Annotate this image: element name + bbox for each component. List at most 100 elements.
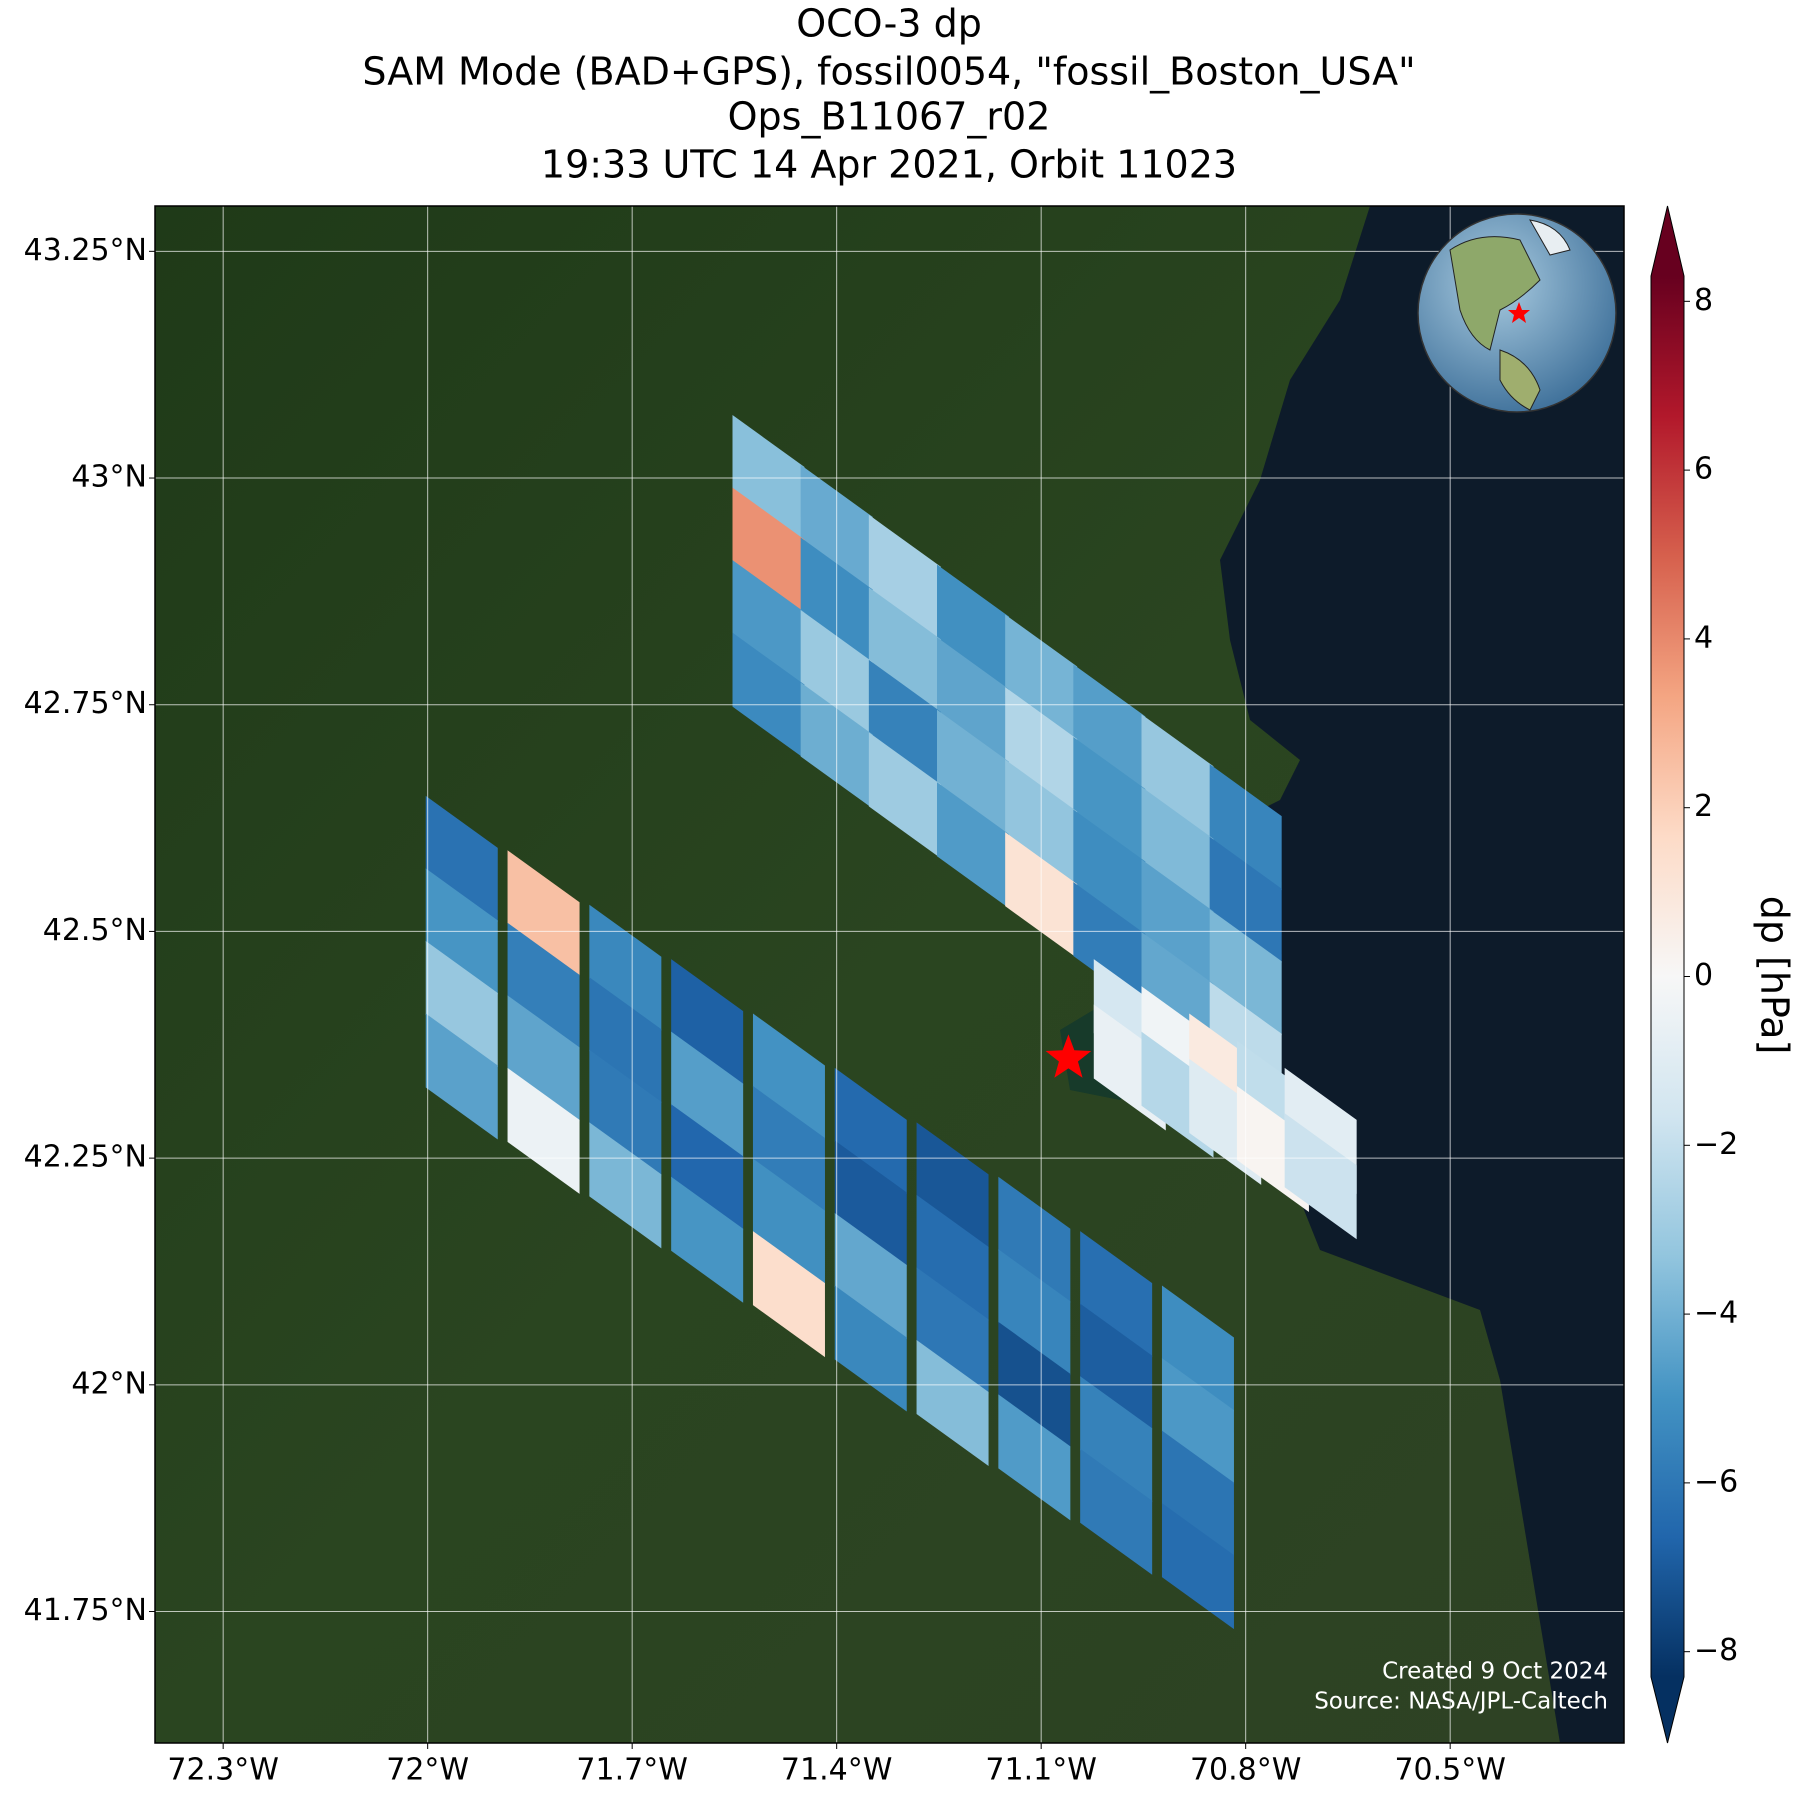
sounding-cell xyxy=(937,637,1010,764)
sounding-cell xyxy=(1080,1448,1153,1575)
sounding-cell xyxy=(425,940,498,1067)
x-tick-label: 71.1°W xyxy=(985,1753,1096,1788)
sounding-cell xyxy=(916,1194,989,1321)
grid xyxy=(155,206,1624,1743)
colorbar-tick-label: 4 xyxy=(1694,620,1713,655)
colorbar-tick-label: 8 xyxy=(1694,283,1713,318)
globe-marker xyxy=(1508,302,1530,323)
globe-land xyxy=(1449,236,1541,351)
title-line: 19:33 UTC 14 Apr 2021, Orbit 11023 xyxy=(541,143,1237,187)
y-tick-label: 41.75°N xyxy=(24,1593,147,1628)
colorbar-body xyxy=(1651,276,1684,1677)
inset-globe xyxy=(1417,213,1617,413)
sounding-cell xyxy=(868,732,941,859)
sounding-cell xyxy=(1141,859,1214,986)
x-tick-label: 70.5°W xyxy=(1394,1753,1505,1788)
sounding-cell xyxy=(507,850,580,977)
y-tick-label: 43°N xyxy=(71,460,147,495)
y-tick-label: 42.5°N xyxy=(43,913,147,948)
sounding-cell xyxy=(868,514,941,641)
sounding-cell xyxy=(1161,1358,1234,1485)
colorbar-extend-min xyxy=(1651,1677,1684,1743)
x-tick-label: 72°W xyxy=(386,1753,469,1788)
sounding-cell xyxy=(1080,1231,1153,1358)
source-note: Source: NASA/JPL-Caltech xyxy=(1314,1689,1608,1715)
x-tick-label: 72.3°W xyxy=(167,1753,278,1788)
sounding-cell xyxy=(998,1176,1071,1303)
sounding-cell xyxy=(834,1213,907,1340)
sounding-cell xyxy=(589,977,662,1104)
sounding-cell xyxy=(671,1031,744,1158)
sounding-cell xyxy=(937,782,1010,909)
sounding-cell xyxy=(1073,736,1146,863)
sounding-cell xyxy=(1073,809,1146,936)
sounding-cell xyxy=(589,904,662,1031)
sounding-cell xyxy=(1080,1376,1153,1503)
sounding-cell xyxy=(589,1122,662,1249)
sounding-cell xyxy=(752,1013,825,1140)
sounding-cell xyxy=(937,709,1010,836)
sounding-cell xyxy=(868,587,941,714)
sounding-cell xyxy=(1073,664,1146,791)
target-marker xyxy=(1045,1034,1092,1078)
sounding-cell xyxy=(732,487,805,614)
sounding-cell xyxy=(1080,1303,1153,1430)
y-tick-label: 42°N xyxy=(71,1366,147,1401)
colorbar: 8 6 4 2 0 −2 −4 −6 −8 xyxy=(1650,205,1738,1744)
colorbar-outline xyxy=(1650,205,1685,1744)
colorbar-tick-label: −2 xyxy=(1694,1127,1738,1162)
title-line: OCO-3 dp xyxy=(796,2,982,46)
colorbar-tick-label: 0 xyxy=(1694,958,1713,993)
y-tick-label: 42.75°N xyxy=(24,686,147,721)
sounding-cell xyxy=(732,560,805,687)
soundings xyxy=(425,415,1357,1630)
sounding-cell xyxy=(834,1285,907,1412)
sounding-cell xyxy=(507,995,580,1122)
colorbar-extend-max xyxy=(1651,206,1684,276)
colorbar-tick-label: −4 xyxy=(1694,1296,1738,1331)
sounding-cell xyxy=(916,1122,989,1249)
sounding-cell xyxy=(834,1067,907,1194)
colorbar-tick-label: 6 xyxy=(1694,452,1713,487)
sounding-cell xyxy=(1161,1430,1234,1557)
sounding-cell xyxy=(752,1231,825,1358)
x-tick-label: 70.8°W xyxy=(1190,1753,1301,1788)
globe-land xyxy=(1499,349,1541,411)
sounding-cell xyxy=(752,1158,825,1285)
sounding-cell xyxy=(1161,1503,1234,1630)
map-background xyxy=(155,206,1624,1743)
title-block: OCO-3 dp SAM Mode (BAD+GPS), fossil0054,… xyxy=(362,2,1415,187)
sounding-cell xyxy=(425,1013,498,1140)
sounding-cell xyxy=(671,1176,744,1303)
sounding-cell xyxy=(589,1049,662,1176)
sounding-cell xyxy=(1073,882,1146,1009)
title-line: Ops_B11067_r02 xyxy=(728,95,1051,139)
colorbar-label: dp [hPa] xyxy=(1753,896,1797,1055)
colorbar-tick-label: −6 xyxy=(1694,1464,1738,1499)
sounding-cell xyxy=(916,1339,989,1466)
sounding-cell xyxy=(1141,786,1214,913)
x-tick-label: 71.4°W xyxy=(781,1753,892,1788)
sounding-cell xyxy=(916,1267,989,1394)
x-tick-label: 71.7°W xyxy=(576,1753,687,1788)
sounding-cell xyxy=(1141,714,1214,841)
y-tick-label: 42.25°N xyxy=(24,1140,147,1175)
y-tick-label: 43.25°N xyxy=(24,233,147,268)
sounding-cell xyxy=(1161,1285,1234,1412)
sounding-cell xyxy=(671,1104,744,1231)
sounding-cell xyxy=(671,959,744,1086)
sounding-cell xyxy=(834,1140,907,1267)
sounding-cell xyxy=(752,1086,825,1213)
sounding-cell xyxy=(732,632,805,759)
sounding-cell xyxy=(998,1394,1071,1521)
sounding-cell xyxy=(937,564,1010,691)
sounding-cell xyxy=(998,1249,1071,1376)
sounding-cell xyxy=(507,922,580,1049)
sounding-cell xyxy=(868,659,941,786)
sounding-cell xyxy=(425,795,498,922)
colorbar-tick-label: 2 xyxy=(1694,789,1713,824)
colorbar-tick-label: −8 xyxy=(1694,1633,1738,1668)
sounding-cell xyxy=(1284,1113,1357,1240)
created-note: Created 9 Oct 2024 xyxy=(1382,1659,1608,1685)
